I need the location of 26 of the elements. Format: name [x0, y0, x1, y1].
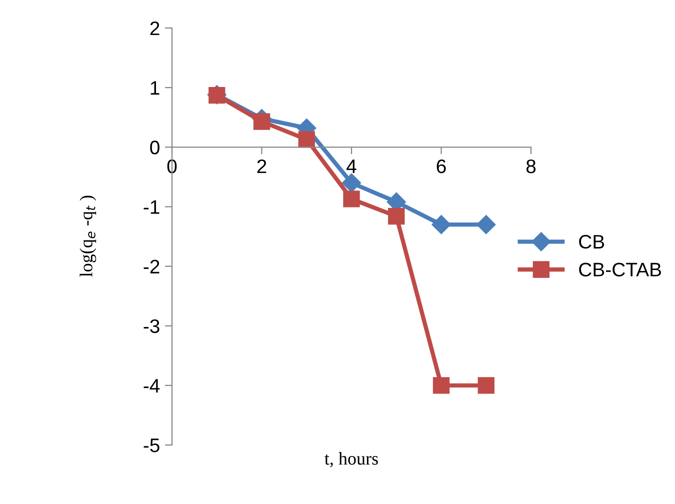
x-tick-label: 2: [257, 159, 266, 174]
y-tick-label: -2: [144, 260, 160, 274]
x-tick-label: 4: [346, 160, 356, 174]
x-tick-label: 0: [167, 159, 177, 174]
point: [298, 131, 315, 148]
y-tick-label: 2: [150, 21, 160, 36]
point: [476, 215, 496, 234]
y-axis-title: log(q$_{e}$ -q$_{t}$ ): [80, 196, 96, 277]
point: [253, 113, 270, 130]
point: [478, 377, 494, 394]
x-axis-title: t, hours: [324, 452, 378, 468]
y-tick-label: -3: [144, 319, 160, 334]
y-tick-label: -5: [144, 438, 160, 452]
x-tick-label: 6: [436, 159, 446, 174]
legend-label: CB-CTAB: [579, 262, 661, 276]
point: [343, 190, 360, 208]
y-tick-label: 0: [150, 140, 160, 154]
x-tick-label: 8: [526, 159, 536, 174]
legend-label: CB: [579, 234, 604, 249]
y-tick-label: -1: [144, 200, 160, 214]
y-tick-label: 1: [150, 81, 160, 95]
y-tick-label: -4: [144, 379, 160, 392]
point: [432, 215, 451, 234]
point: [342, 173, 362, 192]
point: [388, 208, 405, 225]
point: [432, 377, 450, 394]
